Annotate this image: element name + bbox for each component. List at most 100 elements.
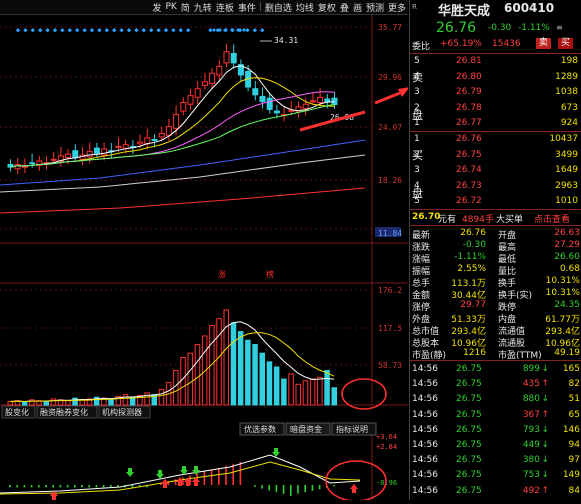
- order-row[interactable]: 5 26.72 1010: [410, 195, 581, 209]
- toolbar-item[interactable]: 画: [352, 3, 362, 14]
- toolbar-item[interactable]: 复权: [317, 3, 336, 14]
- volume-bar: [223, 309, 229, 406]
- info-tab[interactable]: [98, 405, 151, 419]
- order-row[interactable]: 2 26.75 3499: [410, 149, 581, 163]
- divider: [410, 209, 581, 210]
- volume-bar: [187, 352, 193, 406]
- indicator-tab[interactable]: [285, 422, 331, 436]
- big-order-link[interactable]: 点击查看: [534, 215, 571, 225]
- diamond-marker-icon: [30, 28, 35, 33]
- big-order-row[interactable]: 26.70 元有 4894手 大买单 点击查看: [410, 211, 581, 225]
- volume-bar: [266, 361, 273, 406]
- volume-bar: [122, 394, 129, 406]
- volume-bar: [317, 376, 323, 406]
- webi-value: +65.19%: [440, 39, 482, 49]
- toolbar-item[interactable]: 简: [180, 3, 190, 14]
- stat-label-2: 量比: [498, 267, 517, 277]
- candle: [29, 162, 36, 165]
- volume-bar: [281, 378, 287, 406]
- trade-count: 65: [568, 409, 580, 420]
- buy-button[interactable]: 买: [558, 38, 574, 49]
- candle: [317, 96, 324, 103]
- arrow-up-icon: ↑: [541, 485, 549, 496]
- volume-bar: [7, 401, 13, 406]
- info-tab[interactable]: [36, 405, 98, 419]
- volume-bar: [252, 344, 258, 406]
- trade-price: 26.75: [456, 394, 482, 405]
- order-level: 4: [414, 180, 420, 191]
- toolbar-item[interactable]: 更多: [387, 3, 406, 14]
- order-row[interactable]: 3 26.74 1649: [410, 164, 581, 178]
- trade-row: 14:56 26.75 492 ↑ 84: [410, 485, 581, 499]
- info-tab[interactable]: [1, 405, 36, 419]
- price-axis-label: 11.84: [378, 229, 402, 238]
- stat-value: 26.76: [460, 228, 486, 238]
- toolbar-item[interactable]: PK: [165, 2, 177, 12]
- indicator-tab[interactable]: [331, 422, 377, 436]
- webi-label: 委比: [412, 42, 431, 52]
- stat-label: 涨跌: [412, 243, 431, 253]
- toolbar-item[interactable]: 删自选: [264, 3, 292, 14]
- stat-label: 市盈(静): [412, 351, 447, 361]
- trade-time: 14:56: [412, 440, 438, 450]
- kline-chart[interactable]: 35.7729.9624.0718.2611.8434.3126.98涨榜176…: [0, 15, 410, 502]
- stat-row: 总手 113.1万 换手 10.31%: [410, 275, 581, 289]
- signal-up-arrow-icon: [350, 484, 358, 493]
- diamond-marker-icon: [45, 28, 50, 33]
- dragon-tiger-marker: 榜: [266, 269, 274, 279]
- volume-axis-label: 58.73: [378, 361, 402, 370]
- toolbar-item[interactable]: 连板: [215, 3, 234, 14]
- indicator-tab[interactable]: [239, 422, 285, 436]
- indicator-axis-label: +2.84: [376, 443, 397, 451]
- diamond-marker-icon: [149, 28, 154, 33]
- order-row[interactable]: 3 26.79 1038: [410, 86, 581, 100]
- stat-value: -1.11%: [454, 252, 486, 262]
- indicator-line: [0, 454, 361, 494]
- toolbar-item[interactable]: 叠: [339, 3, 349, 14]
- order-volume: 198: [560, 56, 578, 66]
- sell-button[interactable]: 卖: [536, 38, 552, 49]
- stat-row: 总股本 10.96亿 流通股 10.96亿: [410, 335, 581, 349]
- order-row[interactable]: 5 26.81 198: [410, 55, 581, 69]
- order-row[interactable]: 4 26.73 2963: [410, 180, 581, 194]
- current-price-tag: [375, 227, 401, 237]
- trade-volume: 449: [522, 440, 540, 450]
- order-row[interactable]: 2 26.78 673: [410, 102, 581, 116]
- volume-bar: [72, 397, 78, 406]
- trade-volume: 793: [522, 424, 540, 435]
- candle: [302, 103, 309, 110]
- toolbar-item[interactable]: 九转: [193, 3, 212, 14]
- signal-up-arrow-icon: [184, 477, 192, 486]
- order-row[interactable]: 4 26.80 1289: [410, 71, 581, 85]
- stat-row: 涨停 29.77 跌停 24.35: [410, 299, 581, 313]
- info-tabs: 股变化 融资融券变化 机构探测器: [1, 405, 151, 419]
- toolbar-item[interactable]: 均线: [295, 3, 314, 14]
- big-order-price: 26.70: [412, 212, 441, 222]
- stat-label-2: 内盘: [498, 315, 517, 325]
- order-row[interactable]: 1 26.77 924: [410, 117, 581, 131]
- price-axis-label: 35.77: [378, 23, 402, 32]
- order-volume: 10437: [549, 134, 578, 144]
- last-price: 26.76: [436, 20, 477, 36]
- candle: [259, 95, 266, 103]
- order-row[interactable]: 1 26.76 10437: [410, 133, 581, 147]
- volume-bar: [93, 396, 100, 406]
- webi-row: 委比 +65.19% 15436 卖 买: [410, 38, 581, 52]
- candle: [36, 160, 43, 166]
- toolbar-item[interactable]: 发: [152, 3, 162, 14]
- stat-value: 113.1万: [451, 279, 486, 289]
- stat-label-2: 市盈(TTM): [498, 351, 542, 361]
- volume-bar: [230, 322, 237, 406]
- divider: [410, 360, 581, 361]
- chart-toolbar: 发 PK 简九转 连板 事件 | 删自选 均线 复权叠画预测 更多: [0, 0, 408, 15]
- toolbar-item[interactable]: 预测: [365, 3, 384, 14]
- toolbar-item[interactable]: 事件: [237, 3, 256, 14]
- trade-time: 14:56: [412, 455, 438, 466]
- order-price: 26.72: [456, 196, 482, 206]
- signal-down-arrow-icon: [126, 468, 134, 477]
- menu-icon[interactable]: ≡: [556, 23, 563, 32]
- signal-down-arrow-icon: [272, 448, 280, 457]
- divider: [410, 53, 581, 54]
- stat-value-2: 26.60: [554, 252, 580, 262]
- toolbar-item: |: [258, 2, 262, 12]
